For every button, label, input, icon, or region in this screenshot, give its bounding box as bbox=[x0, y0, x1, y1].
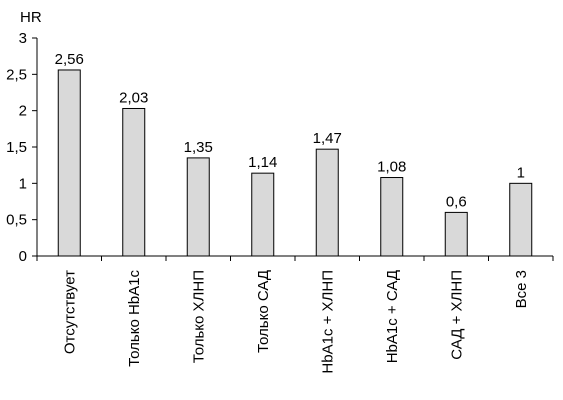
bar bbox=[251, 172, 275, 257]
bar bbox=[380, 177, 404, 257]
bar-value-label: 1,08 bbox=[377, 159, 406, 176]
bar bbox=[444, 211, 468, 257]
bar-value-label: 1,35 bbox=[184, 139, 213, 156]
y-tick-label: 3 bbox=[19, 30, 27, 47]
y-axis-title: HR bbox=[20, 9, 42, 26]
x-category-label: Только САД bbox=[255, 270, 272, 353]
y-tick-label: 2 bbox=[19, 103, 27, 120]
bar-value-label: 1,14 bbox=[248, 154, 277, 171]
x-axis-ticks: Отсутствует Только HbA1c Только ХЛНП Только… bbox=[36, 256, 554, 374]
x-category-label: HbA1c + ХЛНП bbox=[319, 270, 336, 374]
bar bbox=[509, 182, 533, 257]
y-tick-label: 1,5 bbox=[6, 139, 27, 156]
bar-value-label: 1,47 bbox=[313, 130, 342, 147]
x-category-label: Все 3 bbox=[513, 270, 530, 308]
x-category-label: Только ХЛНП bbox=[190, 270, 207, 363]
y-tick-label: 1 bbox=[19, 175, 27, 192]
x-category-label: Только HbA1c bbox=[126, 270, 143, 367]
bars: 2,56 2,03 1,35 1,14 1,47 1,08 0,6 1 bbox=[55, 51, 533, 257]
bar bbox=[122, 107, 146, 257]
y-tick-label: 2,5 bbox=[6, 66, 27, 83]
y-tick-label: 0,5 bbox=[6, 212, 27, 229]
x-category-label: САД + ХЛНП bbox=[448, 270, 465, 360]
bar-value-label: 0,6 bbox=[446, 193, 467, 210]
bar-value-label: 1 bbox=[517, 164, 525, 181]
x-category-label: Отсутствует bbox=[61, 270, 78, 354]
bar bbox=[186, 157, 210, 257]
x-category-label: HbA1c + САД bbox=[384, 270, 401, 363]
bar-value-label: 2,03 bbox=[119, 89, 148, 106]
bar bbox=[57, 69, 81, 257]
y-tick-label: 0 bbox=[19, 248, 27, 265]
bar bbox=[315, 148, 339, 257]
y-axis-ticks: 0 0,5 1 1,5 2 2,5 3 bbox=[6, 30, 37, 265]
bar-value-label: 2,56 bbox=[55, 51, 84, 68]
